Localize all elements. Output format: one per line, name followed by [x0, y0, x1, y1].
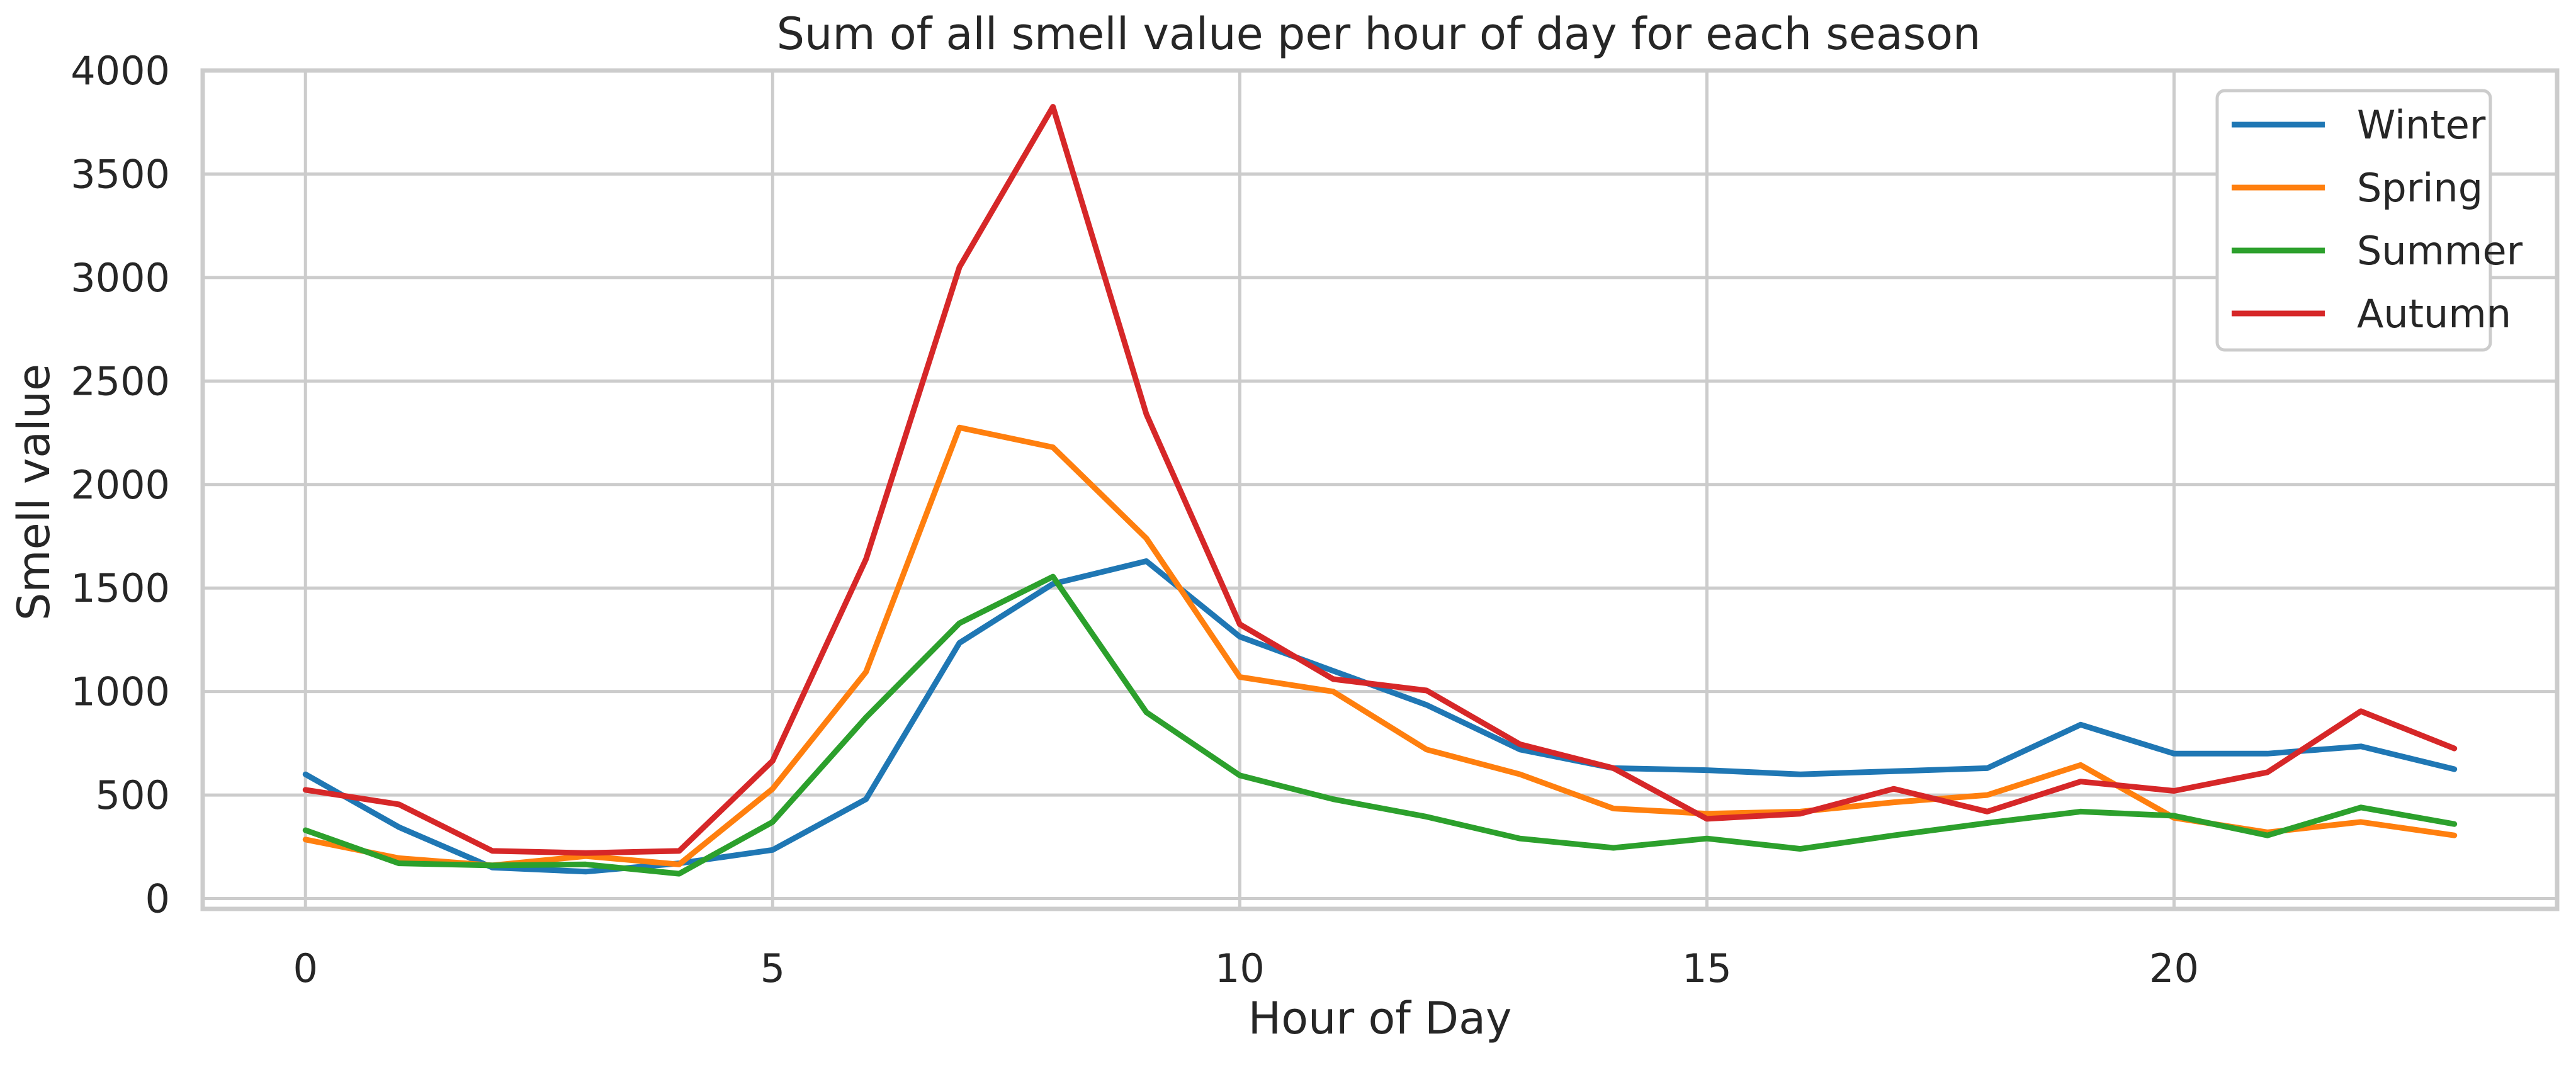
legend-label-winter: Winter: [2357, 102, 2486, 148]
x-tick-label: 10: [1215, 945, 1265, 991]
x-tick-label: 5: [760, 945, 785, 991]
y-axis-ticks: 0 500 1000 1500 2000 2500 3000 3500 4000: [71, 48, 170, 922]
y-tick-label: 1500: [71, 565, 170, 611]
x-tick-label: 20: [2149, 945, 2199, 991]
y-tick-label: 3500: [71, 151, 170, 197]
legend: Winter Spring Summer Autumn: [2215, 89, 2523, 352]
series-lines: [302, 104, 2458, 877]
y-tick-label: 3000: [71, 255, 170, 301]
y-tick-label: 2000: [71, 462, 170, 508]
legend-box: [2215, 89, 2492, 352]
series-line-summer: [302, 573, 2458, 877]
x-axis-ticks: 0 5 10 15 20: [293, 945, 2199, 991]
legend-label-autumn: Autumn: [2357, 291, 2511, 337]
y-tick-label: 500: [96, 772, 170, 818]
legend-label-spring: Spring: [2357, 165, 2483, 211]
series-line-winter: [302, 558, 2458, 875]
grid: [203, 69, 2557, 909]
y-tick-label: 0: [145, 876, 170, 922]
x-tick-label: 0: [293, 945, 318, 991]
y-tick-label: 1000: [71, 669, 170, 715]
legend-label-summer: Summer: [2357, 228, 2523, 274]
x-tick-label: 15: [1682, 945, 1732, 991]
chart-title: Sum of all smell value per hour of day f…: [777, 8, 1981, 60]
series-line-spring: [302, 424, 2458, 869]
x-axis-label: Hour of Day: [1248, 993, 1512, 1044]
y-tick-label: 4000: [71, 48, 170, 94]
y-axis-label: Smell value: [8, 364, 60, 621]
series-line-autumn: [302, 104, 2458, 856]
y-tick-label: 2500: [71, 358, 170, 404]
plot-frame: [200, 68, 2560, 911]
